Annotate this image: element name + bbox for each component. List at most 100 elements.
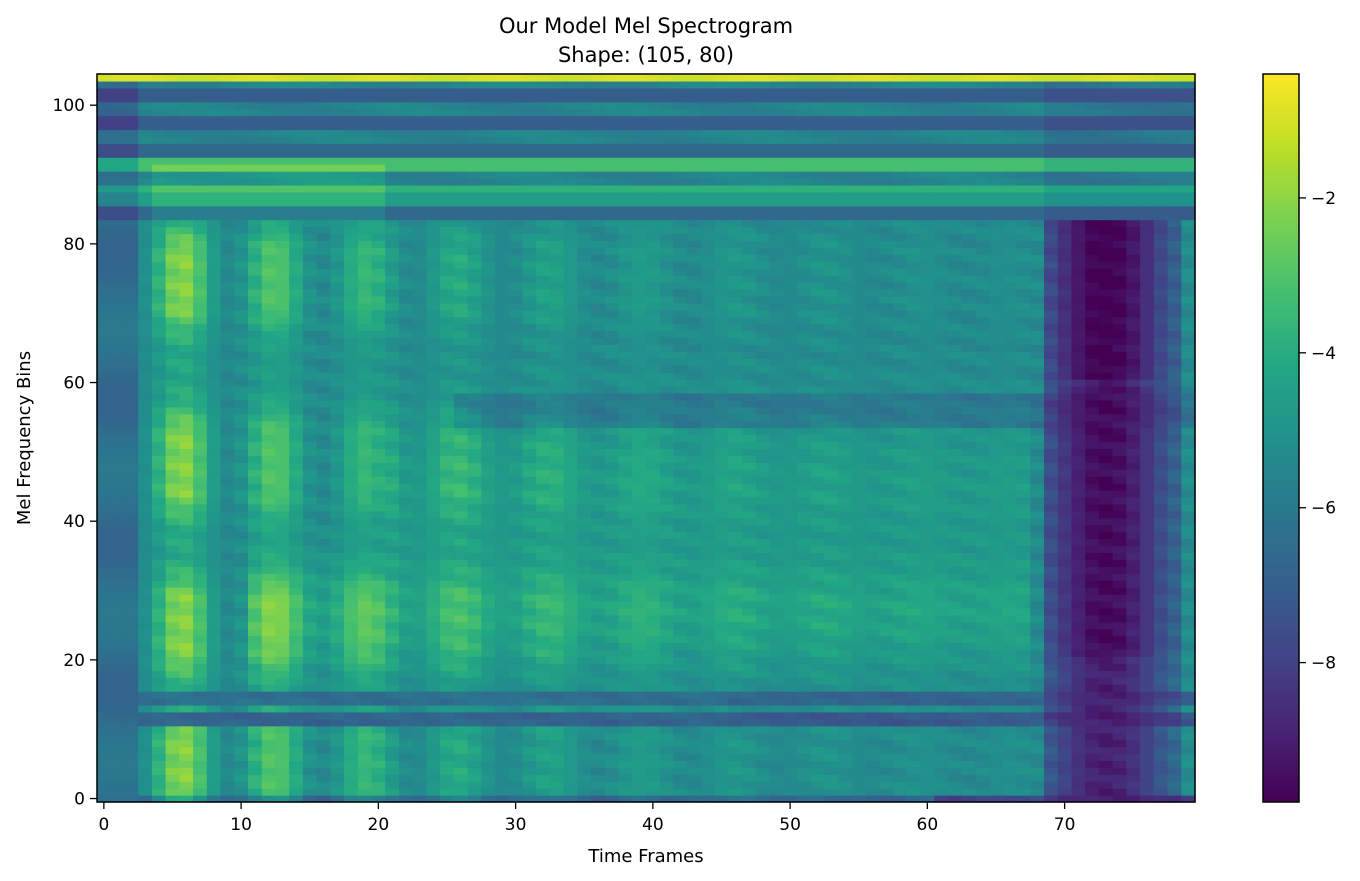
heatmap-cell bbox=[495, 386, 510, 394]
heatmap-cell bbox=[893, 469, 908, 477]
heatmap-cell bbox=[549, 677, 565, 685]
heatmap-cell bbox=[151, 448, 167, 456]
heatmap-cell bbox=[302, 614, 318, 623]
heatmap-cell bbox=[604, 691, 620, 699]
heatmap-cell bbox=[700, 760, 716, 768]
heatmap-cell bbox=[659, 580, 675, 588]
heatmap-cell bbox=[330, 427, 345, 436]
heatmap-cell bbox=[700, 559, 716, 567]
heatmap-cell bbox=[646, 746, 661, 755]
heatmap-cell bbox=[1181, 372, 1196, 380]
heatmap-cell bbox=[398, 670, 414, 678]
heatmap-cell bbox=[302, 704, 318, 713]
heatmap-cell bbox=[261, 732, 277, 741]
heatmap-cell bbox=[865, 462, 880, 470]
heatmap-cell bbox=[1140, 587, 1155, 595]
heatmap-cell bbox=[673, 420, 688, 429]
heatmap-cell bbox=[97, 628, 112, 637]
heatmap-cell bbox=[591, 510, 606, 519]
heatmap-cell bbox=[961, 607, 976, 616]
heatmap-cell bbox=[426, 649, 441, 657]
heatmap-cell bbox=[302, 774, 318, 782]
heatmap-cell bbox=[728, 379, 743, 387]
heatmap-cell bbox=[1071, 510, 1086, 519]
heatmap-cell bbox=[920, 698, 935, 706]
heatmap-cell bbox=[934, 386, 949, 394]
heatmap-cell bbox=[604, 656, 620, 664]
heatmap-cell bbox=[220, 392, 235, 401]
heatmap-cell bbox=[247, 524, 263, 533]
heatmap-cell bbox=[1098, 698, 1114, 706]
heatmap-cell bbox=[1140, 406, 1155, 415]
heatmap-cell bbox=[124, 698, 139, 706]
heatmap-cell bbox=[302, 462, 318, 470]
heatmap-cell bbox=[398, 372, 414, 380]
heatmap-cell bbox=[1126, 670, 1141, 678]
heatmap-cell bbox=[673, 524, 688, 533]
heatmap-cell bbox=[865, 538, 880, 547]
heatmap-cell bbox=[673, 399, 688, 408]
heatmap-cell bbox=[426, 684, 441, 692]
heatmap-cell bbox=[453, 365, 469, 373]
heatmap-cell bbox=[151, 545, 167, 553]
heatmap-cell bbox=[536, 455, 551, 463]
heatmap-cell bbox=[453, 718, 469, 727]
heatmap-cell bbox=[508, 614, 524, 623]
heatmap-cell bbox=[879, 490, 894, 498]
heatmap-cell bbox=[1057, 718, 1073, 727]
heatmap-cell bbox=[714, 677, 729, 685]
heatmap-cell bbox=[769, 684, 784, 692]
heatmap-cell bbox=[1126, 469, 1141, 477]
heatmap-cell bbox=[1098, 545, 1114, 553]
heatmap-cell bbox=[357, 538, 373, 547]
heatmap-cell bbox=[1098, 753, 1114, 761]
heatmap-cell bbox=[357, 559, 373, 567]
heatmap-cell bbox=[522, 718, 537, 727]
heatmap-cell bbox=[206, 496, 222, 505]
heatmap-cell bbox=[618, 767, 633, 775]
heatmap-cell bbox=[453, 691, 469, 699]
heatmap-cell bbox=[879, 552, 894, 560]
heatmap-cell bbox=[646, 434, 661, 443]
heatmap-cell bbox=[385, 413, 400, 422]
heatmap-cell bbox=[398, 448, 414, 456]
heatmap-cell bbox=[796, 691, 812, 699]
heatmap-cell bbox=[412, 677, 427, 685]
heatmap-cell bbox=[714, 635, 729, 644]
heatmap-cell bbox=[728, 517, 743, 526]
heatmap-cell bbox=[467, 718, 482, 727]
heatmap-cell bbox=[947, 420, 963, 429]
heatmap-cell bbox=[632, 427, 647, 436]
heatmap-cell bbox=[618, 587, 633, 595]
heatmap-cell bbox=[1030, 386, 1045, 394]
heatmap-cell bbox=[851, 573, 867, 581]
heatmap-cell bbox=[714, 753, 729, 761]
heatmap-cell bbox=[385, 386, 400, 394]
heatmap-cell bbox=[659, 573, 675, 581]
heatmap-cell bbox=[234, 732, 249, 741]
heatmap-cell bbox=[261, 587, 277, 595]
heatmap-cell bbox=[920, 483, 935, 491]
heatmap-cell bbox=[604, 531, 620, 540]
heatmap-cell bbox=[796, 732, 812, 741]
heatmap-cell bbox=[467, 635, 482, 644]
heatmap-cell bbox=[755, 753, 771, 761]
heatmap-cell bbox=[1126, 684, 1141, 692]
heatmap-cell bbox=[495, 517, 510, 526]
heatmap-cell bbox=[193, 684, 208, 692]
heatmap-cell bbox=[165, 642, 180, 651]
heatmap-cell bbox=[330, 580, 345, 588]
heatmap-cell bbox=[893, 642, 908, 651]
heatmap-cell bbox=[467, 545, 482, 553]
heatmap-cell bbox=[247, 614, 263, 623]
heatmap-cell bbox=[673, 392, 688, 401]
heatmap-cell bbox=[344, 614, 359, 623]
heatmap-cell bbox=[330, 490, 345, 498]
heatmap-cell bbox=[947, 462, 963, 470]
heatmap-cell bbox=[975, 760, 990, 768]
heatmap-cell bbox=[920, 614, 935, 623]
heatmap-cell bbox=[481, 496, 496, 505]
heatmap-cell bbox=[440, 656, 455, 664]
heatmap-cell bbox=[344, 663, 359, 671]
heatmap-cell bbox=[110, 420, 126, 429]
